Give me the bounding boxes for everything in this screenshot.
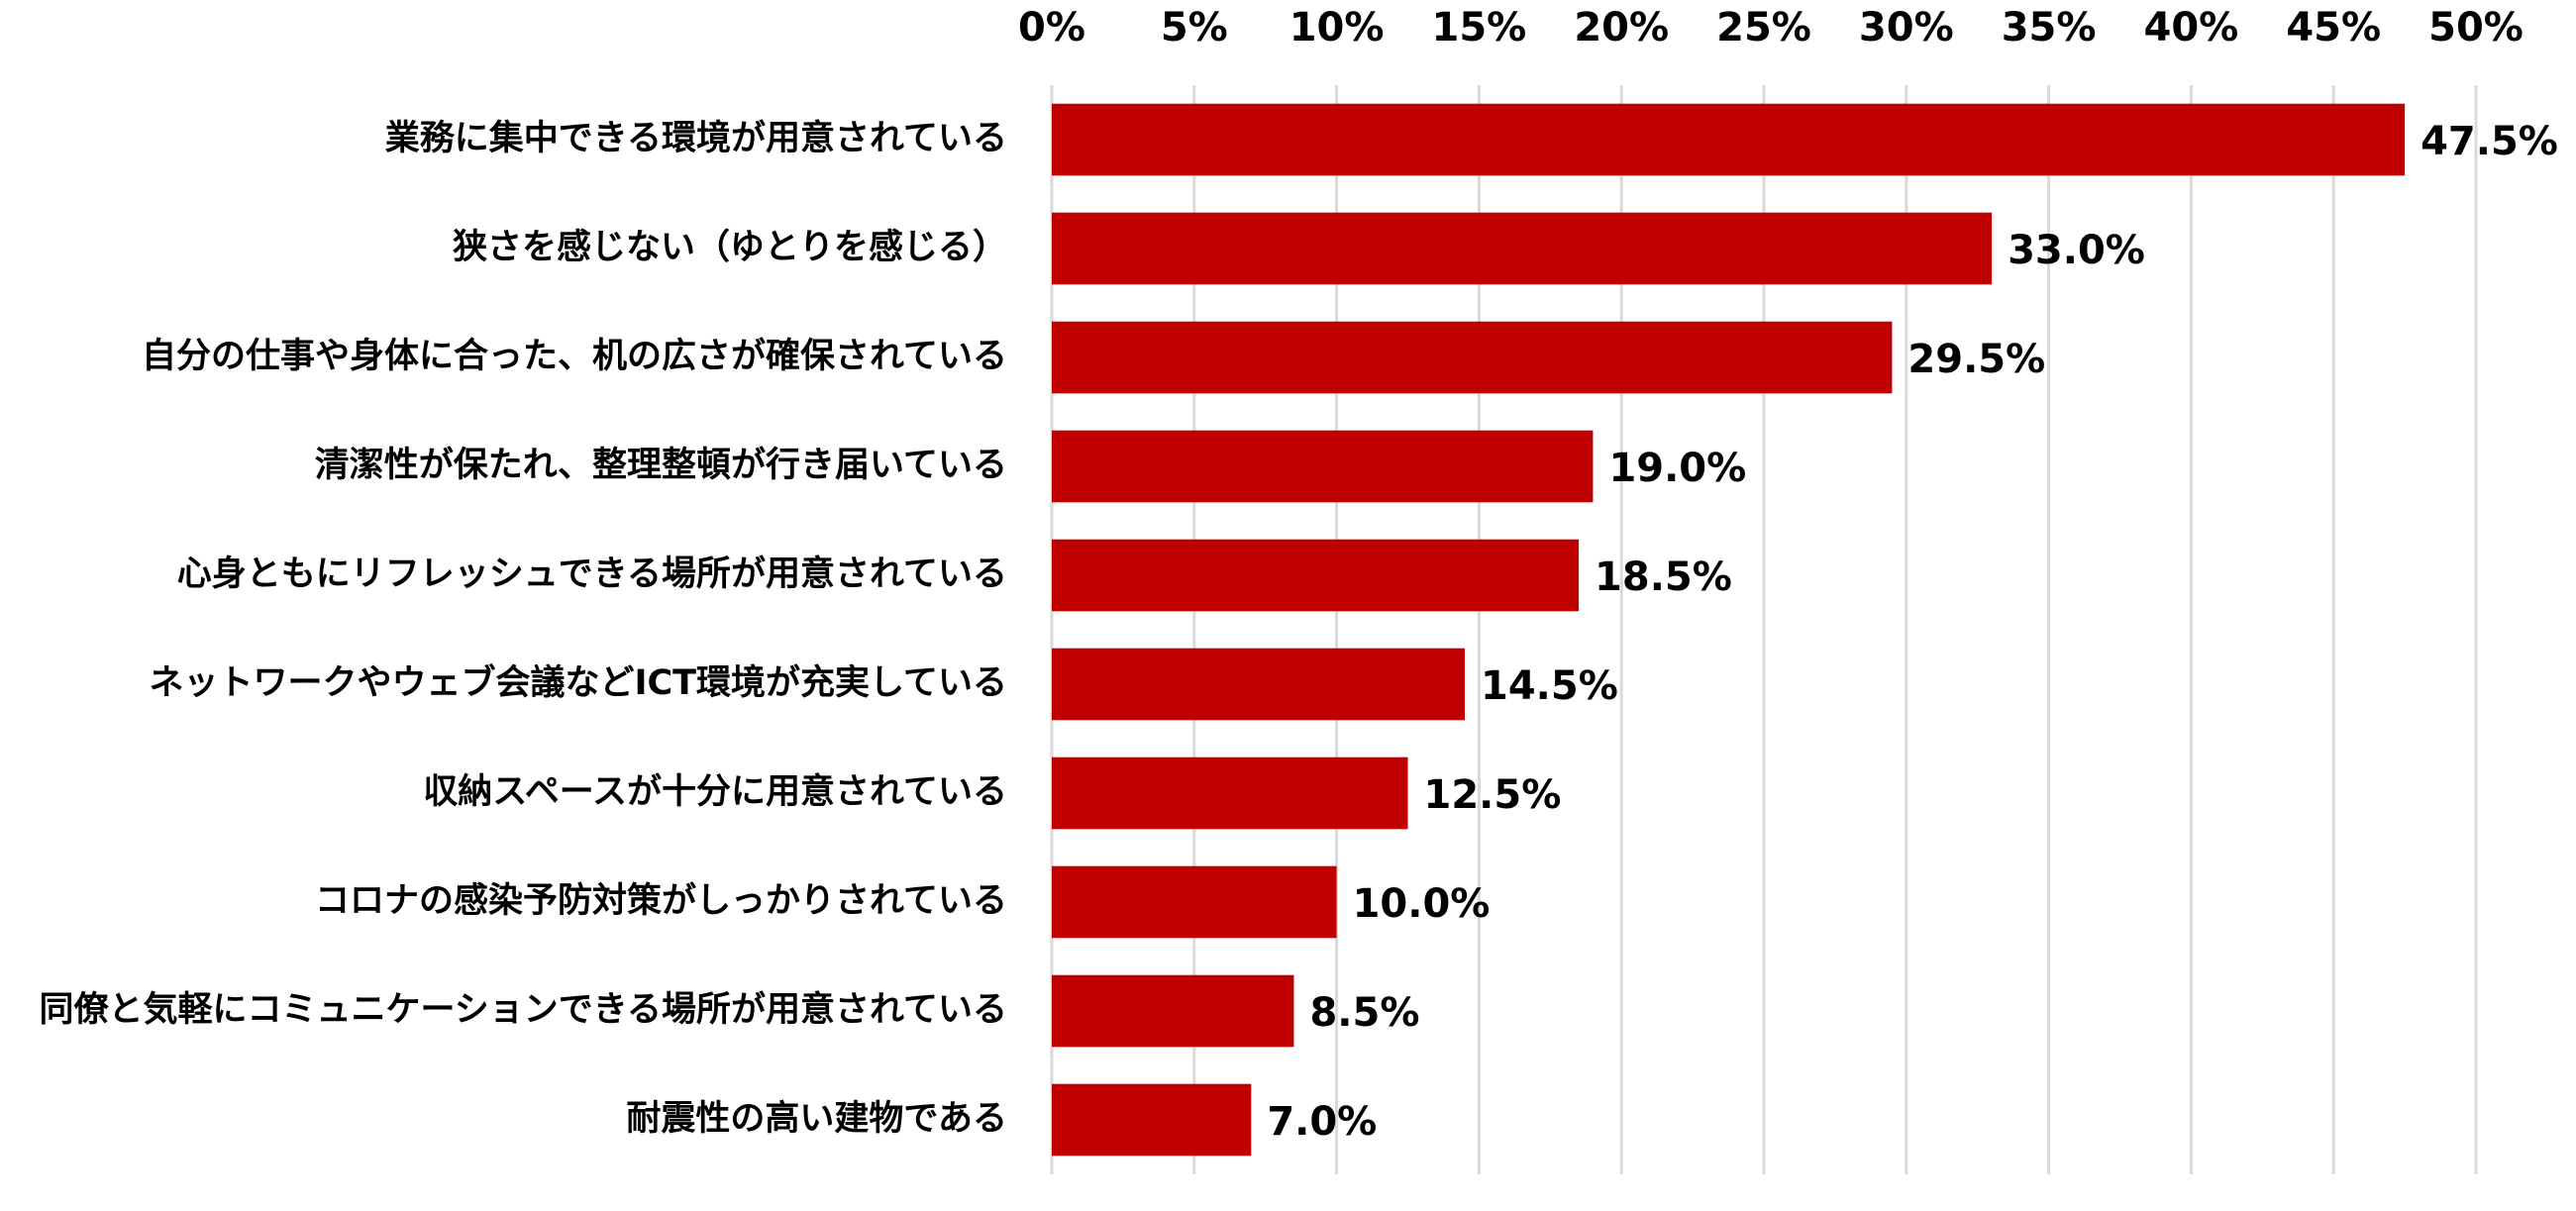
y-tick-label: 同僚と気軽にコミュニケーションできる場所が用意されている xyxy=(39,990,1007,1030)
x-tick-label: 15% xyxy=(1432,5,1527,50)
bar xyxy=(1052,430,1594,503)
value-label: 14.5% xyxy=(1481,663,1618,709)
bar xyxy=(1052,1083,1252,1157)
value-label: 18.5% xyxy=(1595,555,1732,600)
bar xyxy=(1052,974,1294,1048)
y-tick-label: 自分の仕事や身体に合った、机の広さが確保されている xyxy=(142,337,1007,376)
x-tick-label: 20% xyxy=(1574,5,1669,50)
bar xyxy=(1052,865,1337,939)
bar xyxy=(1052,757,1408,830)
y-tick-label: ネットワークやウェブ会議などICT環境が充実している xyxy=(149,662,1007,703)
x-tick-label: 30% xyxy=(1859,5,1954,50)
y-tick-label: 耐震性の高い建物である xyxy=(626,1099,1007,1139)
y-tick-label: 狭さを感じない（ゆとりを感じる） xyxy=(453,228,1007,267)
value-label: 33.0% xyxy=(2008,228,2145,273)
bar xyxy=(1052,539,1580,612)
value-label: 29.5% xyxy=(1907,337,2045,382)
value-label: 47.5% xyxy=(2421,119,2558,164)
bar xyxy=(1052,103,2406,176)
y-tick-label: 業務に集中できる環境が用意されている xyxy=(385,119,1007,158)
value-label: 12.5% xyxy=(1424,772,1562,818)
x-tick-label: 0% xyxy=(1018,5,1085,50)
x-tick-label: 50% xyxy=(2428,5,2524,50)
y-tick-label: 収納スペースが十分に用意されている xyxy=(423,772,1007,812)
x-tick-label: 40% xyxy=(2144,5,2239,50)
value-label: 10.0% xyxy=(1353,881,1491,927)
bar xyxy=(1052,321,1893,394)
bar xyxy=(1052,212,1993,285)
x-tick-label: 35% xyxy=(2002,5,2097,50)
y-tick-label: コロナの感染予防対策がしっかりされている xyxy=(315,881,1007,921)
y-tick-label: 心身ともにリフレッシュできる場所が用意されている xyxy=(177,555,1007,594)
x-tick-label: 45% xyxy=(2286,5,2381,50)
y-tick-label: 清潔性が保たれ、整理整頓が行き届いている xyxy=(315,446,1007,485)
bar xyxy=(1052,648,1466,721)
x-tick-label: 10% xyxy=(1289,5,1385,50)
value-label: 19.0% xyxy=(1608,446,1746,491)
x-tick-label: 5% xyxy=(1161,5,1228,50)
x-tick-label: 25% xyxy=(1716,5,1811,50)
value-label: 7.0% xyxy=(1267,1099,1377,1145)
value-label: 8.5% xyxy=(1309,990,1419,1036)
